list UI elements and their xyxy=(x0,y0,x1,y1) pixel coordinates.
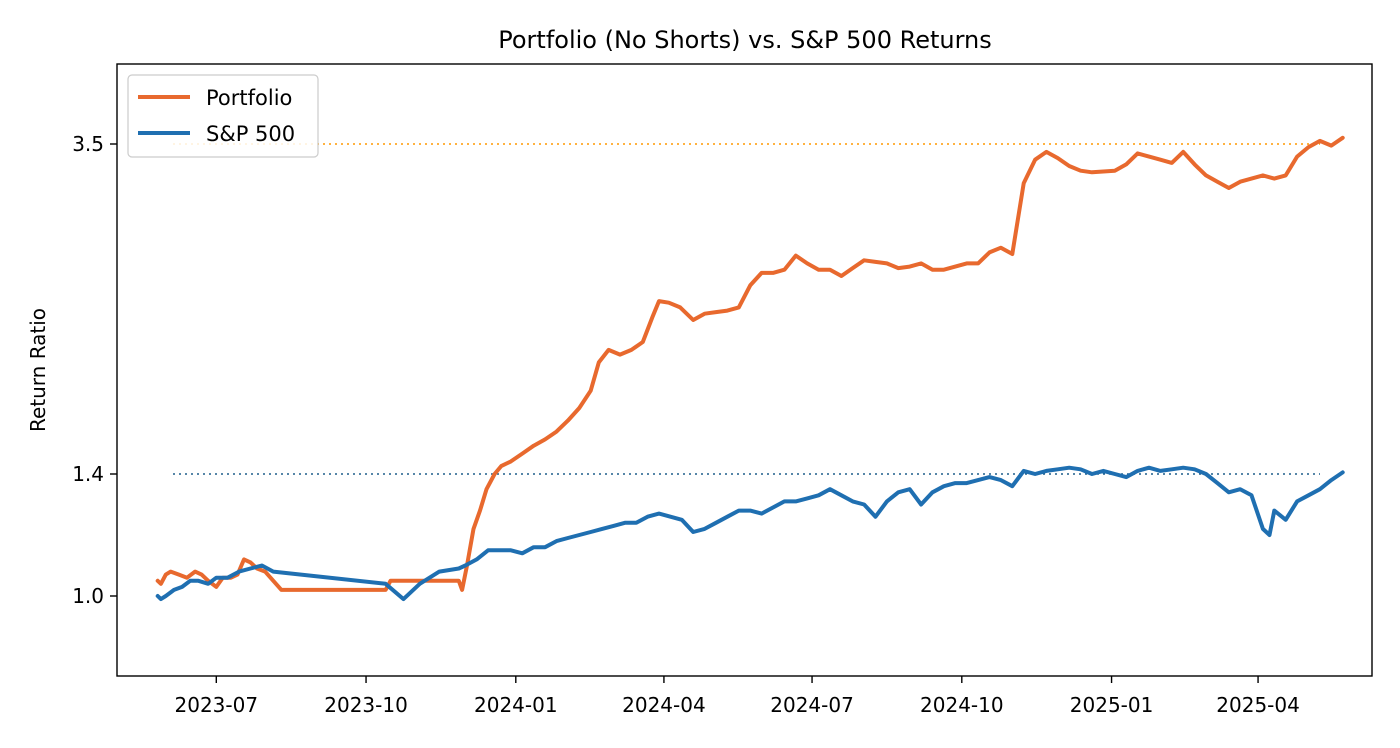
y-tick-label: 3.5 xyxy=(72,132,104,156)
x-tick-label: 2024-07 xyxy=(770,693,854,717)
y-tick-label: 1.0 xyxy=(72,584,104,608)
series-line-sp500 xyxy=(155,465,1345,602)
x-axis-ticks: 2023-07 2023-10 2024-01 2024-04 2024-07 2024-… xyxy=(175,676,1300,717)
legend-label-sp500: S&P 500 xyxy=(206,122,295,146)
legend-label-portfolio: Portfolio xyxy=(206,86,292,110)
x-tick-label: 2025-04 xyxy=(1216,693,1300,717)
x-tick-label: 2024-01 xyxy=(474,693,558,717)
plot-frame xyxy=(116,63,1373,677)
x-tick-label: 2023-10 xyxy=(324,693,408,717)
y-tick-label: 1.4 xyxy=(72,462,104,486)
series-line-portfolio xyxy=(155,135,1345,592)
x-tick-label: 2024-10 xyxy=(920,693,1004,717)
x-tick-label: 2025-01 xyxy=(1070,693,1154,717)
legend: Portfolio S&P 500 xyxy=(127,74,319,158)
x-tick-label: 2023-07 xyxy=(175,693,259,717)
chart-title: Portfolio (No Shorts) vs. S&P 500 Return… xyxy=(498,26,992,54)
y-axis-label: Return Ratio xyxy=(26,308,50,432)
y-axis-ticks: 1.0 1.4 3.5 xyxy=(72,132,117,608)
plot-area xyxy=(116,63,1373,677)
x-tick-label: 2024-04 xyxy=(622,693,706,717)
